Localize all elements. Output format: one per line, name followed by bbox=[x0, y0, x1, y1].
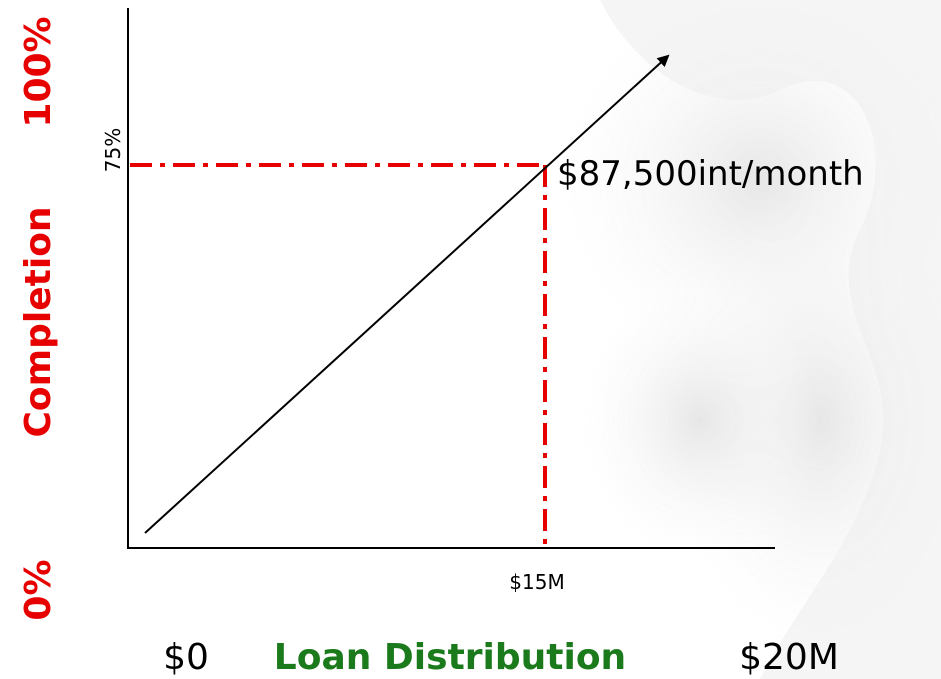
y-max-label: 100% bbox=[18, 16, 59, 127]
annotation: $87,500int/month bbox=[557, 154, 864, 194]
x-max-label: $20M bbox=[739, 637, 839, 678]
slide: 75% $15M $87,500int/month 0% Completion … bbox=[0, 0, 941, 679]
y-marker-label: 75% bbox=[101, 128, 125, 172]
y-min-label: 0% bbox=[18, 559, 59, 620]
x-min-label: $0 bbox=[163, 637, 209, 678]
x-axis-title: Loan Distribution bbox=[274, 637, 626, 678]
y-axis-title: Completion bbox=[18, 206, 59, 437]
x-marker-label: $15M bbox=[509, 570, 564, 594]
